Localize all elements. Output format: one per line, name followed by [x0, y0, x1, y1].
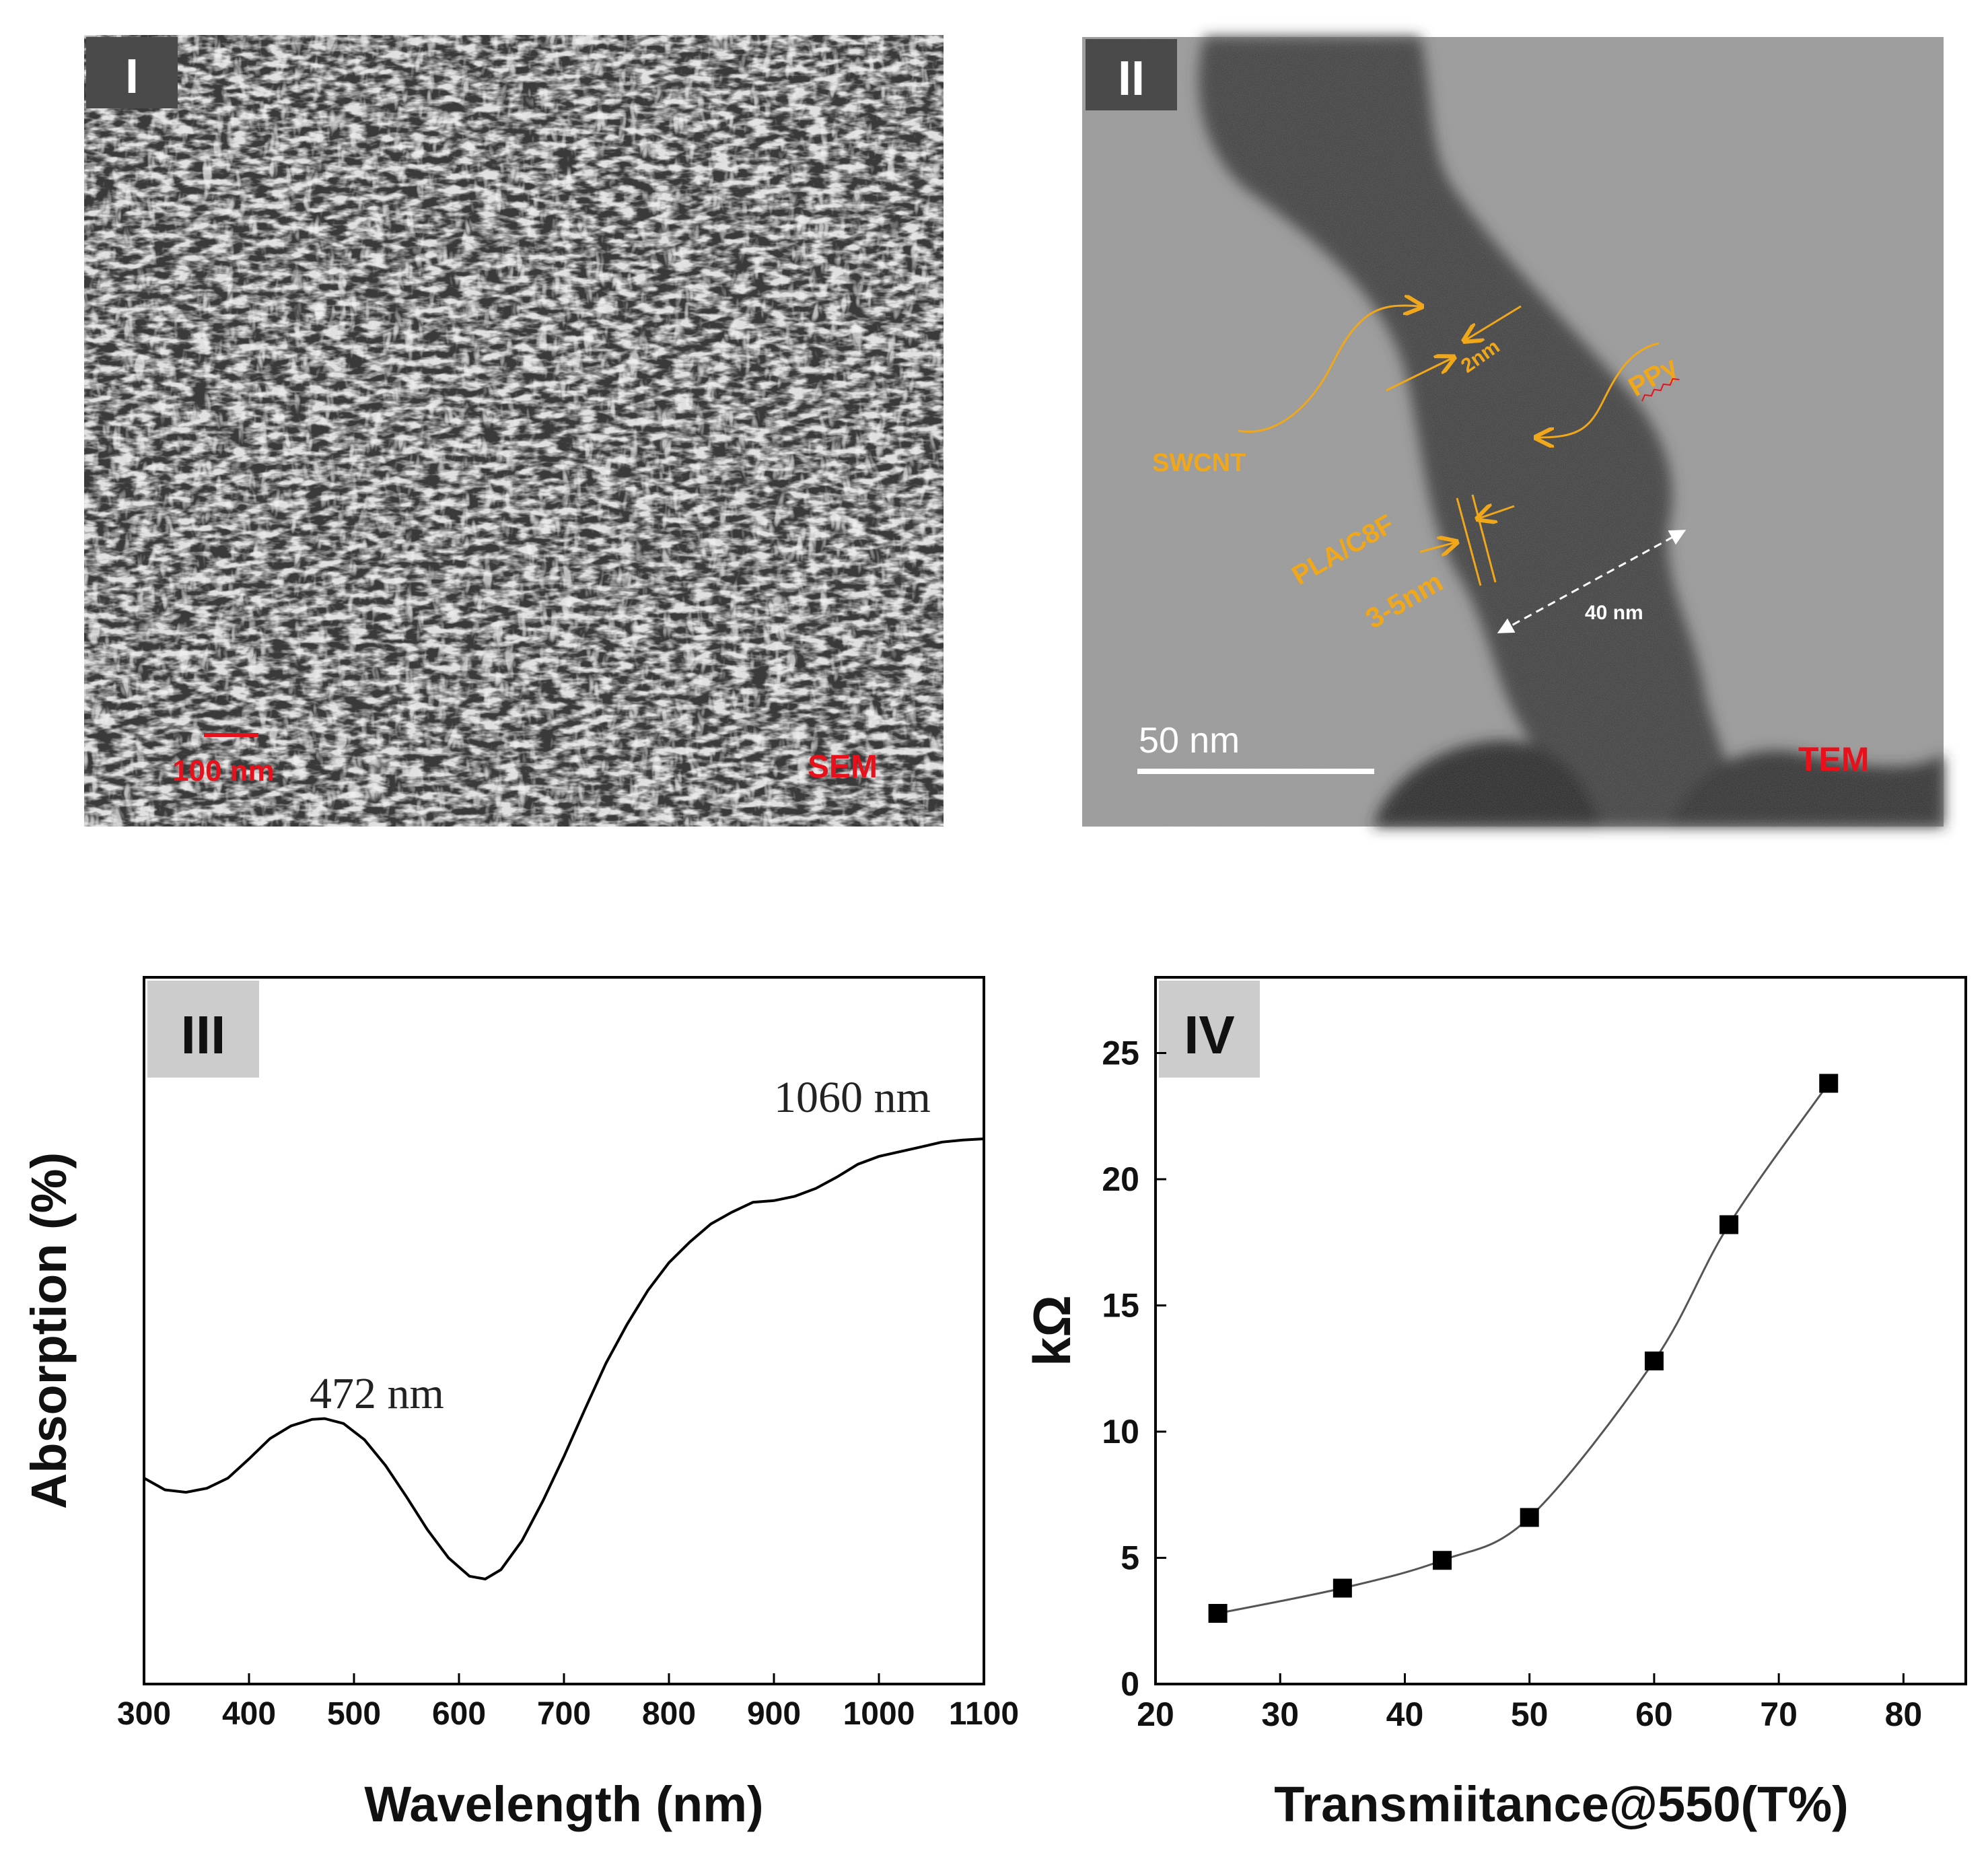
- data-point-marker: [1819, 1074, 1839, 1093]
- x-tick-label: 60: [1635, 1695, 1673, 1733]
- peak-label-472: 472 nm: [310, 1369, 444, 1418]
- panel-tag-ii: II: [1118, 52, 1145, 106]
- y-axis-title: kΩ: [1022, 1295, 1081, 1366]
- axis-ticks: 20 30 40 50 60 70 80 0 5 10 15 20 25: [1102, 1035, 1922, 1734]
- panel-tag-bg: [1086, 39, 1177, 110]
- absorption-series-line: [143, 1138, 985, 1581]
- ppy-spellcheck-underline: [1641, 378, 1680, 402]
- y-axis-title: Absorption (%): [21, 1152, 77, 1509]
- y-tick-label: 25: [1102, 1035, 1139, 1072]
- tem-mode-label: TEM: [1798, 740, 1870, 778]
- data-point-marker: [1333, 1578, 1352, 1598]
- x-tick-label: 900: [747, 1696, 801, 1732]
- data-point-marker: [1644, 1352, 1664, 1370]
- y-tick-label: 0: [1121, 1665, 1139, 1703]
- ppy-arrow: [1538, 342, 1660, 438]
- x-tick-label: 800: [642, 1696, 696, 1732]
- gap-arrow-left: [1386, 358, 1452, 392]
- gap-arrow-right: [1466, 305, 1522, 340]
- panel-tem-image: II SWCNT 2nm PPy PLA/C8F 3-5nm 40 nm 50 …: [1082, 37, 1944, 827]
- panel-tag-bg: [86, 37, 178, 108]
- tem-scale-label: 50 nm: [1139, 720, 1240, 761]
- y-tick-label: 10: [1102, 1413, 1139, 1450]
- x-tick-label: 30: [1261, 1695, 1299, 1733]
- sem-fiber-texture-2: [84, 35, 944, 827]
- x-tick-label: 400: [222, 1696, 276, 1732]
- panel-tag-bg: [1159, 981, 1260, 1078]
- x-tick-label: 300: [117, 1696, 171, 1732]
- x-tick-label: 1100: [949, 1696, 1019, 1732]
- chart-resistance: IV 20 30 40 50 60 70 80 0 5 10 15 20 25 Transmiitanc…: [1022, 976, 1967, 1832]
- panel-tag-bg: [147, 981, 259, 1078]
- x-tick-label: 700: [537, 1696, 591, 1732]
- width-label: 40 nm: [1585, 602, 1643, 624]
- x-tick-label: 40: [1386, 1695, 1424, 1733]
- swcnt-arrow: [1238, 306, 1420, 433]
- y-tick-label: 5: [1121, 1539, 1139, 1577]
- layer-arrow-right: [1479, 506, 1515, 518]
- swcnt-label: SWCNT: [1152, 449, 1246, 477]
- x-tick-label: 50: [1511, 1695, 1549, 1733]
- y-tick-label: 15: [1102, 1287, 1139, 1325]
- resistance-series-points: [1208, 1074, 1839, 1623]
- x-axis-title: Wavelength (nm): [364, 1776, 763, 1832]
- panel-tag-iv: IV: [1184, 1005, 1235, 1065]
- x-tick-label: 80: [1885, 1695, 1923, 1733]
- x-tick-label: 20: [1137, 1695, 1174, 1733]
- data-point-marker: [1719, 1215, 1739, 1234]
- data-point-marker: [1208, 1604, 1228, 1623]
- resistance-series-line: [1217, 1082, 1830, 1615]
- tem-noise: [1082, 37, 1944, 827]
- data-point-marker: [1520, 1508, 1539, 1527]
- peak-label-1060: 1060 nm: [774, 1073, 931, 1122]
- data-point-marker: [1433, 1551, 1452, 1570]
- x-tick-label: 500: [327, 1696, 381, 1732]
- panel-tag-iii: III: [181, 1005, 226, 1065]
- sem-mode-label: SEM: [808, 749, 878, 785]
- x-tick-label: 70: [1760, 1695, 1798, 1733]
- layer-marker-outer: [1456, 497, 1482, 586]
- plot-frame: [1154, 976, 1967, 1685]
- x-axis-title: Transmiitance@550(T%): [1274, 1776, 1849, 1832]
- panel-sem-image: I 100 nm SEM: [84, 35, 944, 827]
- sem-scale-label: 100 nm: [172, 755, 275, 788]
- layer-arrow-left: [1419, 542, 1455, 552]
- x-tick-label: 600: [432, 1696, 486, 1732]
- panel-tag-i: I: [125, 50, 139, 104]
- width-arrow: [1497, 530, 1687, 633]
- x-ticks: 300 400 500 600 700 800 900 1000 1100: [117, 1673, 1019, 1732]
- y-tick-label: 20: [1102, 1160, 1139, 1198]
- x-tick-label: 1000: [843, 1696, 915, 1732]
- chart-absorption: III 300 400 500 600 700 800 900 1000 1100 472 nm…: [21, 976, 1019, 1832]
